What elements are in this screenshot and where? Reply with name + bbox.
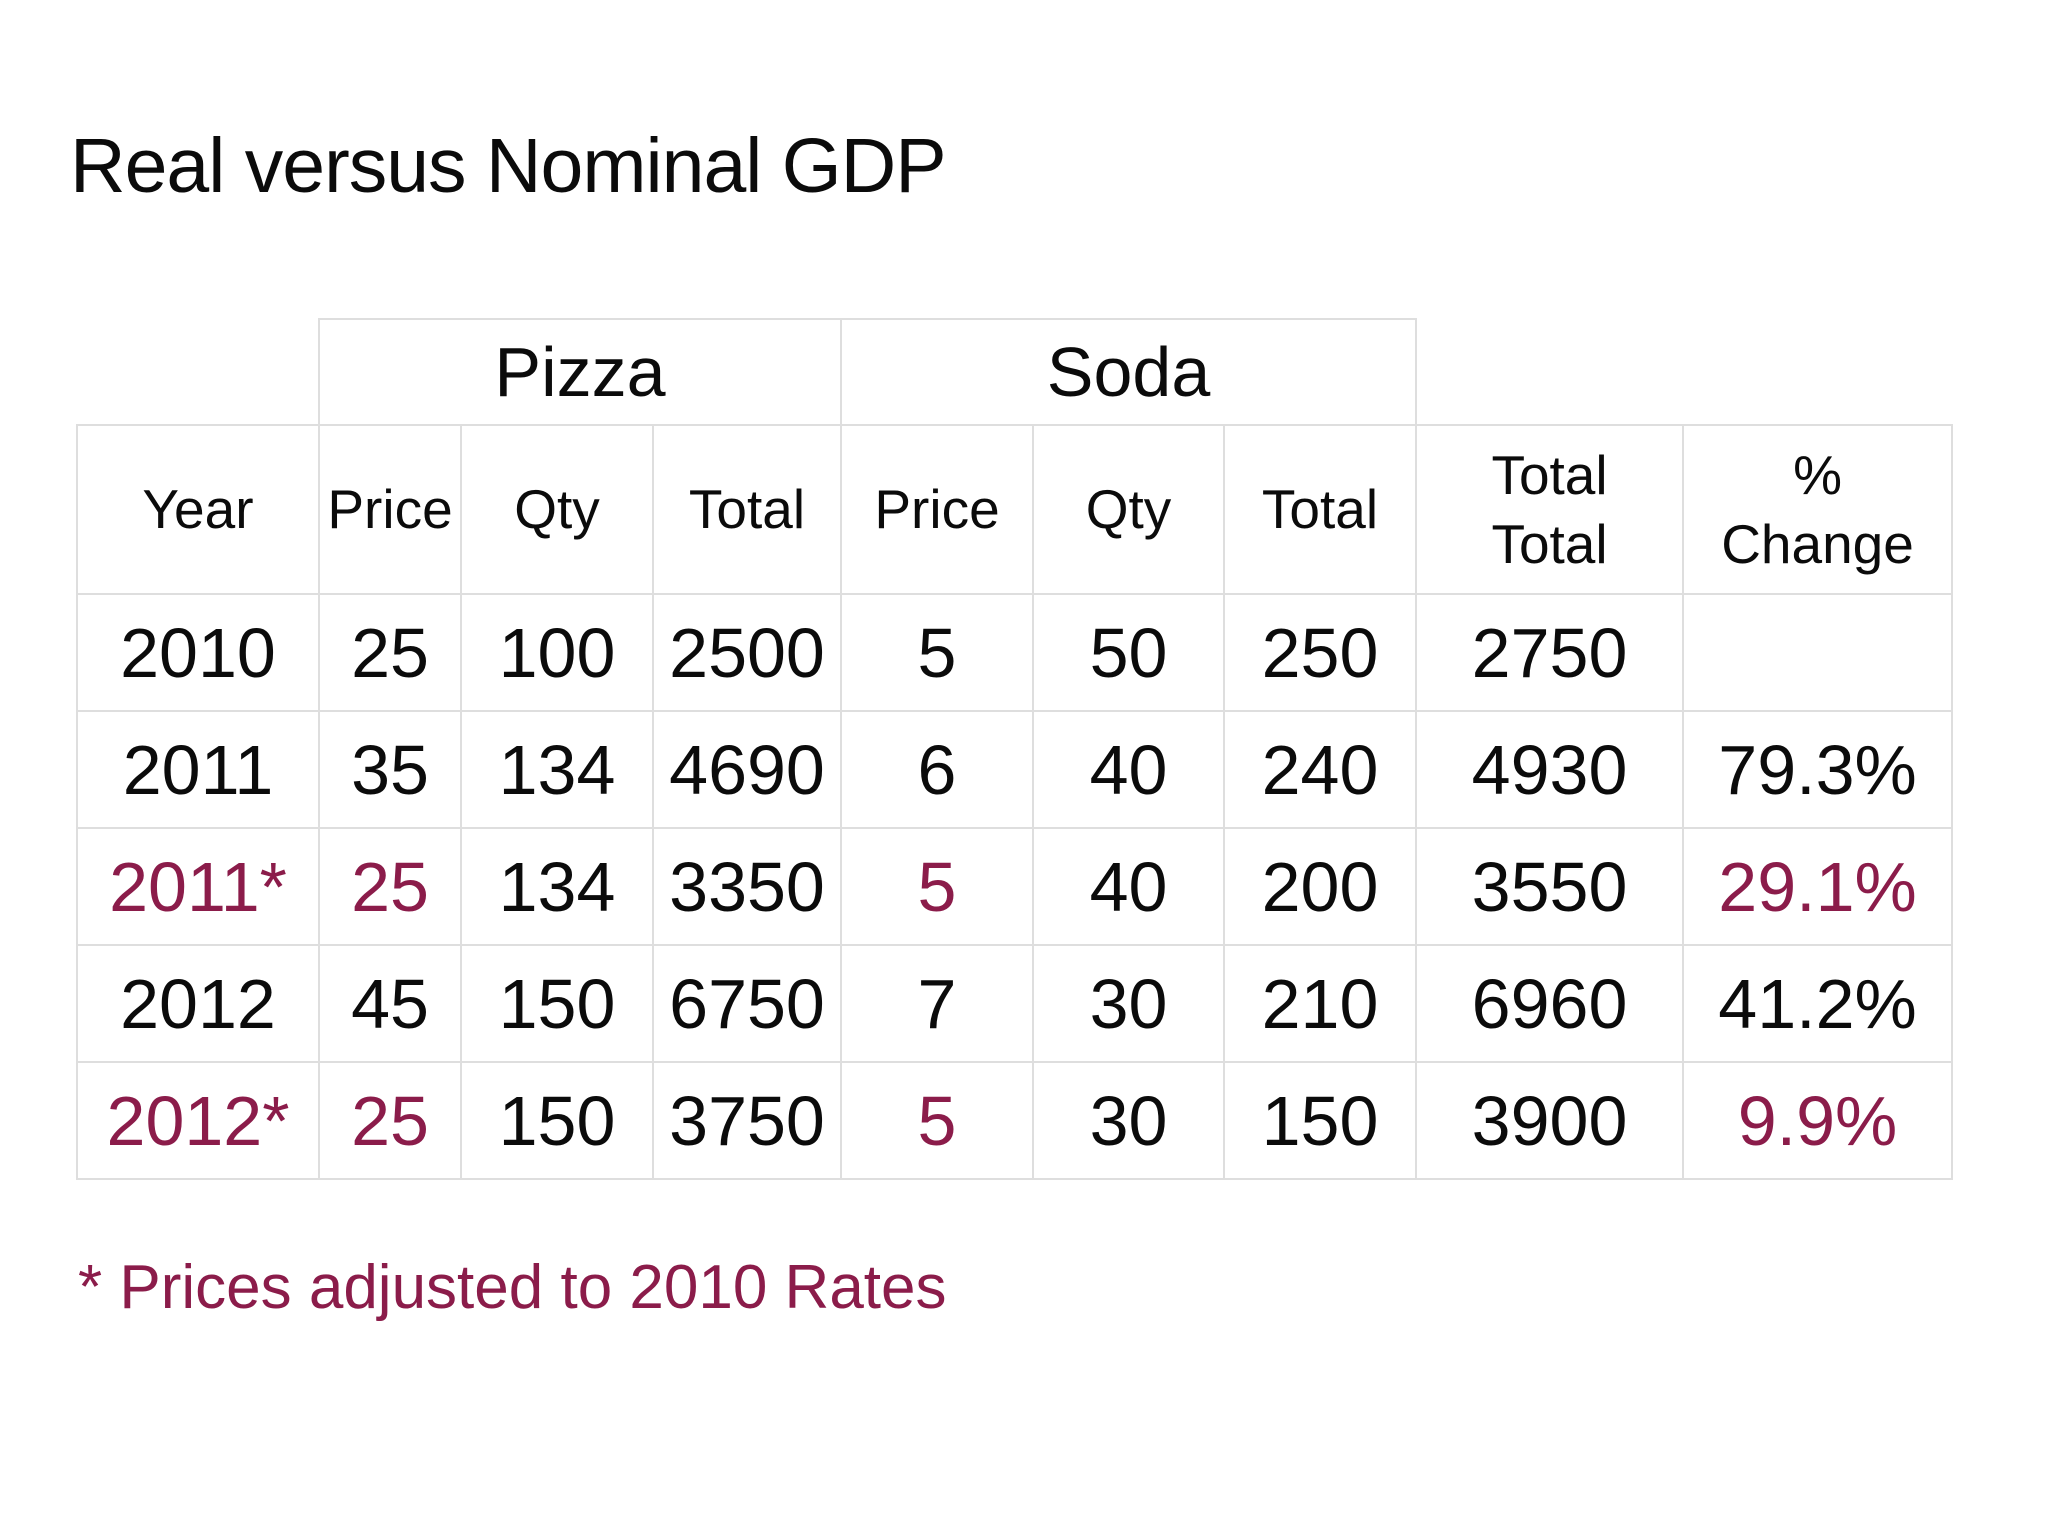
col-header-pizza-qty: Qty bbox=[460, 424, 654, 595]
cell-pct-change: 9.9% bbox=[1682, 1061, 1954, 1180]
group-spacer-left bbox=[77, 319, 319, 425]
col-header-total-total-line1: Total bbox=[1491, 443, 1608, 506]
cell-total-total: 3550 bbox=[1415, 827, 1685, 946]
table-row-2012-adjusted: 2012* 25 150 3750 5 30 150 3900 9.9% bbox=[76, 1061, 1954, 1180]
cell-year: 2011 bbox=[76, 710, 320, 829]
column-header-row: Year Price Qty Total Price Qty Total Tot… bbox=[76, 424, 1954, 595]
col-header-pct-change-line1: % bbox=[1793, 443, 1842, 506]
group-spacer-right bbox=[1416, 319, 1952, 425]
cell-soda-total: 240 bbox=[1223, 710, 1418, 829]
cell-pizza-total: 6750 bbox=[651, 944, 843, 1063]
cell-year: 2012* bbox=[76, 1061, 320, 1180]
col-header-pizza-total: Total bbox=[651, 424, 843, 595]
col-header-soda-qty: Qty bbox=[1032, 424, 1226, 595]
col-header-pizza-price: Price bbox=[318, 424, 462, 595]
table-row-2011: 2011 35 134 4690 6 40 240 4930 79.3% bbox=[76, 710, 1954, 829]
cell-soda-price: 5 bbox=[840, 827, 1035, 946]
cell-pizza-qty: 100 bbox=[460, 593, 654, 712]
col-header-year: Year bbox=[76, 424, 320, 595]
cell-pct-change: 29.1% bbox=[1682, 827, 1954, 946]
cell-year: 2012 bbox=[76, 944, 320, 1063]
cell-soda-price: 7 bbox=[840, 944, 1035, 1063]
footnote-prices-adjusted: * Prices adjusted to 2010 Rates bbox=[78, 1253, 947, 1322]
cell-soda-qty: 30 bbox=[1032, 944, 1226, 1063]
gdp-table: Pizza Soda Year Price Qty Total Price Qt… bbox=[76, 318, 1954, 1180]
cell-pizza-total: 4690 bbox=[651, 710, 843, 829]
cell-total-total: 3900 bbox=[1415, 1061, 1685, 1180]
cell-year: 2010 bbox=[76, 593, 320, 712]
slide-title: Real versus Nominal GDP bbox=[70, 123, 947, 209]
cell-pizza-qty: 150 bbox=[460, 1061, 654, 1180]
col-header-pct-change-line2: Change bbox=[1721, 512, 1914, 575]
cell-soda-qty: 50 bbox=[1032, 593, 1226, 712]
group-header-row: Pizza Soda bbox=[77, 318, 1952, 426]
table-row-2011-adjusted: 2011* 25 134 3350 5 40 200 3550 29.1% bbox=[76, 827, 1954, 946]
cell-pct-change: 79.3% bbox=[1682, 710, 1954, 829]
col-header-soda-total: Total bbox=[1223, 424, 1418, 595]
cell-year: 2011* bbox=[76, 827, 320, 946]
cell-soda-total: 150 bbox=[1223, 1061, 1418, 1180]
table-row-2012: 2012 45 150 6750 7 30 210 6960 41.2% bbox=[76, 944, 1954, 1063]
cell-pizza-qty: 150 bbox=[460, 944, 654, 1063]
col-header-pct-change: % Change bbox=[1682, 424, 1954, 595]
cell-pizza-qty: 134 bbox=[460, 710, 654, 829]
cell-soda-price: 6 bbox=[840, 710, 1035, 829]
col-header-total-total-line2: Total bbox=[1491, 512, 1608, 575]
cell-pizza-total: 2500 bbox=[651, 593, 843, 712]
col-header-soda-price: Price bbox=[840, 424, 1035, 595]
cell-pizza-price: 35 bbox=[318, 710, 462, 829]
cell-pizza-total: 3350 bbox=[651, 827, 843, 946]
group-header-pizza: Pizza bbox=[317, 318, 843, 426]
cell-total-total: 6960 bbox=[1415, 944, 1685, 1063]
cell-pct-change: 41.2% bbox=[1682, 944, 1954, 1063]
cell-soda-price: 5 bbox=[840, 1061, 1035, 1180]
cell-pizza-qty: 134 bbox=[460, 827, 654, 946]
cell-soda-qty: 40 bbox=[1032, 710, 1226, 829]
cell-soda-price: 5 bbox=[840, 593, 1035, 712]
cell-soda-qty: 40 bbox=[1032, 827, 1226, 946]
cell-pizza-price: 25 bbox=[318, 593, 462, 712]
cell-soda-total: 210 bbox=[1223, 944, 1418, 1063]
cell-total-total: 2750 bbox=[1415, 593, 1685, 712]
cell-pizza-price: 25 bbox=[318, 827, 462, 946]
cell-pizza-total: 3750 bbox=[651, 1061, 843, 1180]
cell-soda-total: 200 bbox=[1223, 827, 1418, 946]
table-row-2010: 2010 25 100 2500 5 50 250 2750 bbox=[76, 593, 1954, 712]
cell-soda-qty: 30 bbox=[1032, 1061, 1226, 1180]
cell-pct-change bbox=[1682, 593, 1954, 712]
cell-soda-total: 250 bbox=[1223, 593, 1418, 712]
col-header-total-total: Total Total bbox=[1415, 424, 1685, 595]
group-header-soda: Soda bbox=[840, 318, 1418, 426]
cell-total-total: 4930 bbox=[1415, 710, 1685, 829]
cell-pizza-price: 25 bbox=[318, 1061, 462, 1180]
cell-pizza-price: 45 bbox=[318, 944, 462, 1063]
